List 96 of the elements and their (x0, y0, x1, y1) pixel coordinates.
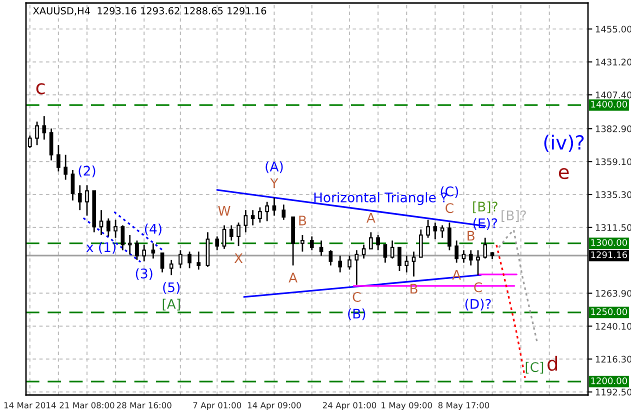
candlestick (483, 237, 488, 260)
candlestick (462, 250, 466, 264)
candlestick (418, 228, 423, 258)
candlestick (35, 120, 39, 146)
candlestick (265, 201, 270, 222)
annotation: (3) (136, 268, 152, 280)
ref-line-label: 1200.00 (591, 377, 627, 384)
annotation: (E)? (473, 218, 498, 230)
candlestick (49, 128, 54, 162)
candlestick (319, 240, 324, 256)
candlestick (398, 246, 402, 272)
candlestick (362, 244, 366, 260)
annotation: [A] (162, 298, 180, 310)
candlestick (215, 236, 220, 251)
candlestick (433, 222, 438, 240)
annotation: x (1) (86, 242, 116, 254)
annotation: C (352, 292, 361, 302)
x-tick-label: 28 Mar 16:00 (116, 402, 172, 408)
annotation: e (558, 168, 569, 180)
candlestick (390, 240, 394, 260)
candlestick (120, 224, 125, 251)
candlestick (258, 206, 262, 224)
candlestick (222, 224, 226, 250)
candlestick (468, 250, 473, 266)
annotation: A (366, 212, 376, 223)
chart-title: XAUUSD,H4 1293.16 1293.62 1288.65 1291.16 (33, 7, 266, 16)
candlestick (42, 115, 46, 140)
candlestick (310, 236, 314, 251)
annotation: (D)? (465, 298, 491, 310)
candlestick (404, 255, 409, 274)
x-tick-label: 14 Mar 2014 (4, 402, 56, 408)
candlestick (178, 250, 182, 269)
candlestick (282, 204, 286, 221)
candlestick (348, 255, 352, 270)
candlestick (160, 252, 164, 274)
candlestick (99, 209, 104, 236)
candlestick (229, 224, 234, 242)
candlestick (440, 224, 444, 238)
x-tick-label: 21 Mar 08:00 (60, 402, 114, 408)
x-tick-label: 1 May 09:00 (382, 402, 432, 410)
candlestick (64, 154, 68, 180)
annotation: c (36, 83, 45, 94)
candlestick (70, 169, 75, 202)
ref-line-label: 1400.00 (591, 100, 627, 108)
line-series (496, 244, 526, 379)
annotation: d (548, 356, 558, 371)
candlestick (169, 259, 174, 276)
candlestick (476, 250, 480, 276)
x-tick-label: 14 Apr 09:00 (248, 402, 301, 410)
annotation: A (288, 272, 298, 282)
x-tick-label: 7 Apr 01:00 (193, 402, 242, 410)
candlestick (244, 209, 248, 233)
candlestick (250, 209, 255, 226)
candlestick (354, 250, 359, 286)
annotation: C (446, 203, 454, 214)
candlestick (300, 234, 304, 252)
candlestick (142, 244, 146, 262)
candlestick (328, 250, 333, 266)
candlestick (114, 219, 118, 238)
annotation: (5) (163, 282, 180, 294)
candlestick (412, 250, 416, 278)
candlestick (188, 250, 192, 269)
annotation: B (299, 216, 306, 226)
candlestick (85, 184, 89, 216)
candlestick (383, 244, 388, 264)
annotation: [B]? (473, 201, 498, 214)
annotation: X (234, 253, 243, 264)
annotation: B (468, 230, 474, 241)
annotation: (2) (78, 166, 96, 178)
annotation: (4) (144, 224, 162, 236)
candlestick (454, 240, 459, 264)
candlestick (272, 196, 276, 216)
candlestick (236, 222, 240, 247)
candlestick (338, 255, 342, 274)
annotation: W (218, 206, 230, 216)
candlestick (369, 232, 373, 250)
candlestick (448, 222, 452, 251)
x-tick-label: 24 Apr 01:00 (322, 402, 376, 410)
annotation: (A) (266, 161, 283, 174)
candlestick (106, 218, 110, 238)
annotation: (iv)? (544, 134, 584, 152)
candlestick (78, 184, 82, 211)
annotation: [C] (526, 362, 544, 374)
candlestick (196, 250, 201, 270)
annotation: [B]? (502, 210, 526, 222)
candlestick (151, 242, 156, 260)
x-tick-label: 8 May 17:00 (438, 402, 490, 410)
ref-line-label: 1291.16 (591, 251, 628, 258)
ref-line-label: 1250.00 (591, 308, 627, 316)
candlestick (426, 219, 430, 238)
candlestick (135, 240, 139, 261)
candlestick (56, 144, 60, 172)
candlestick (128, 234, 132, 256)
candlestick (376, 234, 380, 251)
annotation: Y (270, 178, 278, 188)
ref-line-label: 1300.00 (591, 239, 627, 246)
